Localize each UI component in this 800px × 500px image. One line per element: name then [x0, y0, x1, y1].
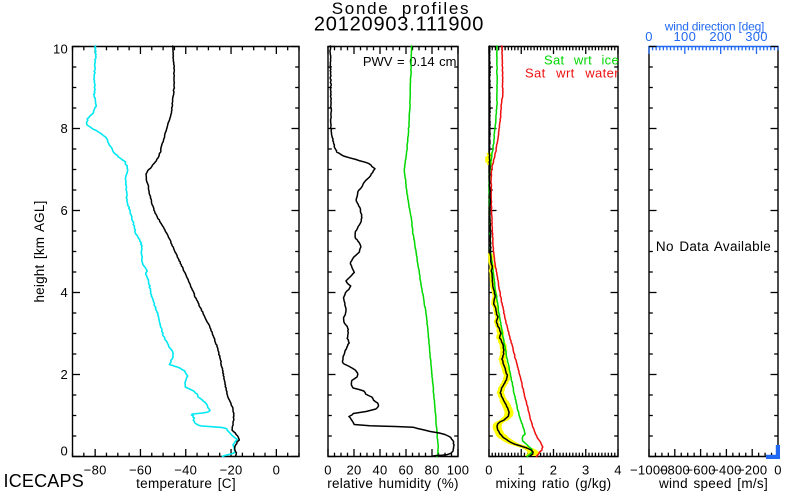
svg-text:300: 300 [745, 29, 768, 44]
svg-text:0: 0 [60, 444, 68, 459]
svg-text:6: 6 [60, 203, 68, 218]
svg-text:4: 4 [614, 463, 622, 478]
svg-text:3: 3 [582, 463, 590, 478]
svg-text:0: 0 [774, 463, 782, 478]
svg-text:100: 100 [674, 29, 697, 44]
svg-text:No Data Available: No Data Available [656, 239, 771, 254]
svg-text:80: 80 [424, 463, 439, 478]
svg-text:relative humidity (%): relative humidity (%) [327, 476, 459, 491]
svg-text:−1000: −1000 [630, 463, 668, 478]
svg-text:mixing ratio (g/kg): mixing ratio (g/kg) [496, 476, 612, 491]
svg-text:−800: −800 [660, 463, 690, 478]
svg-text:8: 8 [60, 121, 68, 136]
svg-text:−40: −40 [174, 463, 197, 478]
svg-text:ICECAPS: ICECAPS [4, 471, 84, 491]
svg-text:Sonde profiles: Sonde profiles [332, 0, 470, 18]
svg-text:40: 40 [372, 463, 387, 478]
svg-text:4: 4 [60, 285, 68, 300]
svg-text:60: 60 [398, 463, 413, 478]
svg-text:20: 20 [346, 463, 361, 478]
svg-text:Sat wrt ice: Sat wrt ice [544, 53, 619, 68]
svg-text:1: 1 [517, 463, 525, 478]
svg-text:wind speed [m/s]: wind speed [m/s] [658, 476, 768, 491]
svg-text:0: 0 [273, 463, 281, 478]
svg-text:200: 200 [709, 29, 732, 44]
svg-text:PWV = 0.14 cm: PWV = 0.14 cm [363, 54, 457, 69]
svg-text:−400: −400 [711, 463, 741, 478]
svg-text:−600: −600 [685, 463, 715, 478]
svg-text:−20: −20 [220, 463, 243, 478]
svg-text:Sat wrt water: Sat wrt water [525, 66, 619, 81]
svg-text:2: 2 [60, 367, 68, 382]
svg-text:2: 2 [550, 463, 558, 478]
svg-text:10: 10 [53, 42, 68, 57]
svg-text:−60: −60 [129, 463, 152, 478]
svg-text:100: 100 [447, 463, 470, 478]
svg-text:height [km AGL]: height [km AGL] [32, 200, 47, 302]
svg-text:wind direction [deg]: wind direction [deg] [664, 20, 764, 34]
svg-text:0: 0 [485, 463, 493, 478]
svg-text:0: 0 [324, 463, 332, 478]
svg-text:−80: −80 [84, 463, 107, 478]
svg-text:0: 0 [645, 29, 653, 44]
svg-text:temperature [C]: temperature [C] [136, 476, 236, 491]
svg-text:−200: −200 [737, 463, 767, 478]
svg-text:20120903.111900: 20120903.111900 [314, 14, 484, 36]
